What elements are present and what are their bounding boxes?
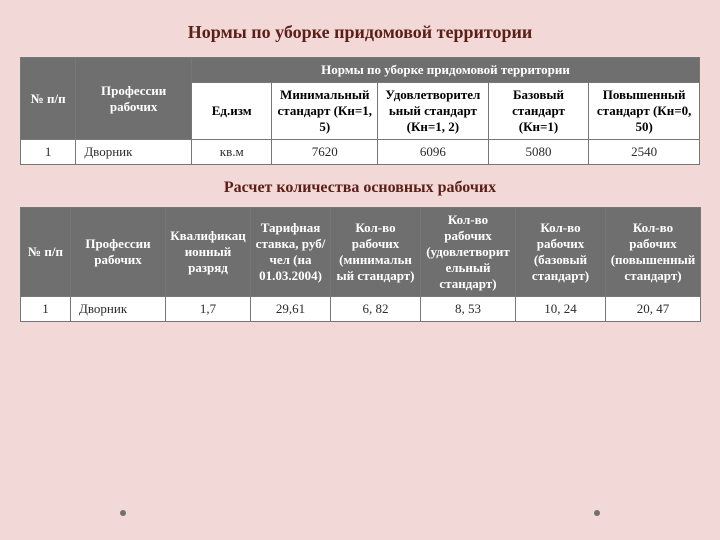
col2-grade: Квалификационный разряд (166, 208, 251, 297)
title-norms: Нормы по уборке придомовой территории (20, 22, 700, 43)
table-row: 1 Дворник 1,7 29,61 6, 82 8, 53 10, 24 2… (21, 297, 701, 322)
cell2-cnt-min: 6, 82 (331, 297, 421, 322)
cell2-cnt-sat: 8, 53 (421, 297, 516, 322)
col-base: Базовый стандарт (Кн=1) (488, 83, 589, 140)
cell-prof: Дворник (76, 140, 192, 165)
cell-base: 5080 (488, 140, 589, 165)
cell2-cnt-high: 20, 47 (606, 297, 701, 322)
col2-cnt-high: Кол-во рабочих (повышенный стандарт) (606, 208, 701, 297)
cell2-num: 1 (21, 297, 71, 322)
col-high: Повышенный стандарт (Кн=0, 50) (589, 83, 700, 140)
cell2-prof: Дворник (71, 297, 166, 322)
dot-icon (594, 510, 600, 516)
col2-rate: Тарифная ставка, руб/чел (на 01.03.2004) (251, 208, 331, 297)
group-header: Нормы по уборке придомовой территории (191, 58, 699, 83)
page: Нормы по уборке придомовой территории № … (0, 0, 720, 332)
col-sat: Удовлетворительный стандарт (Кн=1, 2) (378, 83, 489, 140)
col2-num: № п/п (21, 208, 71, 297)
col-min: Минимальный стандарт (Кн=1, 5) (272, 83, 378, 140)
dot-icon (120, 510, 126, 516)
cell-num: 1 (21, 140, 76, 165)
title-calc: Расчет количества основных рабочих (20, 179, 700, 197)
table-norms: № п/п Профессии рабочих Нормы по уборке … (20, 57, 700, 165)
cell-high: 2540 (589, 140, 700, 165)
cell-sat: 6096 (378, 140, 489, 165)
col2-prof: Профессии рабочих (71, 208, 166, 297)
cell2-grade: 1,7 (166, 297, 251, 322)
table-row: 1 Дворник кв.м 7620 6096 5080 2540 (21, 140, 700, 165)
col2-cnt-base: Кол-во рабочих (базовый стандарт) (516, 208, 606, 297)
table-calc: № п/п Профессии рабочих Квалификационный… (20, 207, 701, 322)
footer-dots (0, 510, 720, 516)
col2-cnt-min: Кол-во рабочих (минимальный стандарт) (331, 208, 421, 297)
col-num: № п/п (21, 58, 76, 140)
cell2-rate: 29,61 (251, 297, 331, 322)
col-unit: Ед.изм (191, 83, 271, 140)
col2-cnt-sat: Кол-во рабочих (удовлетворительный станд… (421, 208, 516, 297)
col-prof: Профессии рабочих (76, 58, 192, 140)
cell2-cnt-base: 10, 24 (516, 297, 606, 322)
cell-min: 7620 (272, 140, 378, 165)
cell-unit: кв.м (191, 140, 271, 165)
